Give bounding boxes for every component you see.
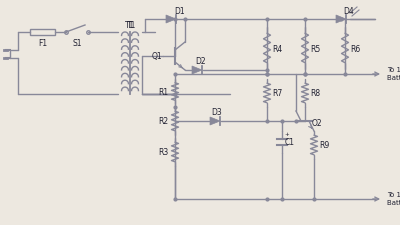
Text: S1: S1 xyxy=(72,38,82,47)
Text: R3: R3 xyxy=(158,148,168,157)
Text: O2: O2 xyxy=(312,119,322,128)
Text: T1: T1 xyxy=(127,21,137,30)
Polygon shape xyxy=(192,67,202,75)
Polygon shape xyxy=(336,16,346,24)
Text: C1: C1 xyxy=(285,138,295,147)
Text: D3: D3 xyxy=(212,108,222,117)
Text: R2: R2 xyxy=(158,117,168,126)
Text: D4: D4 xyxy=(344,7,354,16)
Text: +: + xyxy=(284,131,289,136)
Text: R6: R6 xyxy=(350,44,360,53)
Text: To 12V: To 12V xyxy=(387,191,400,197)
Text: R9: R9 xyxy=(319,141,329,150)
Text: Battery -: Battery - xyxy=(387,199,400,205)
Text: Battery +: Battery + xyxy=(387,75,400,81)
Text: R8: R8 xyxy=(310,89,320,98)
Text: D2: D2 xyxy=(196,57,206,66)
Text: R1: R1 xyxy=(158,88,168,97)
Text: To 12V: To 12V xyxy=(387,67,400,73)
Text: R7: R7 xyxy=(272,89,282,98)
Text: F1: F1 xyxy=(38,38,47,47)
Bar xyxy=(30,30,55,36)
Text: R4: R4 xyxy=(272,44,282,53)
Polygon shape xyxy=(166,16,176,24)
Polygon shape xyxy=(210,117,220,126)
Text: D1: D1 xyxy=(175,7,185,16)
Text: R5: R5 xyxy=(310,44,320,53)
Text: Q1: Q1 xyxy=(152,52,162,61)
Text: T1: T1 xyxy=(125,20,135,29)
